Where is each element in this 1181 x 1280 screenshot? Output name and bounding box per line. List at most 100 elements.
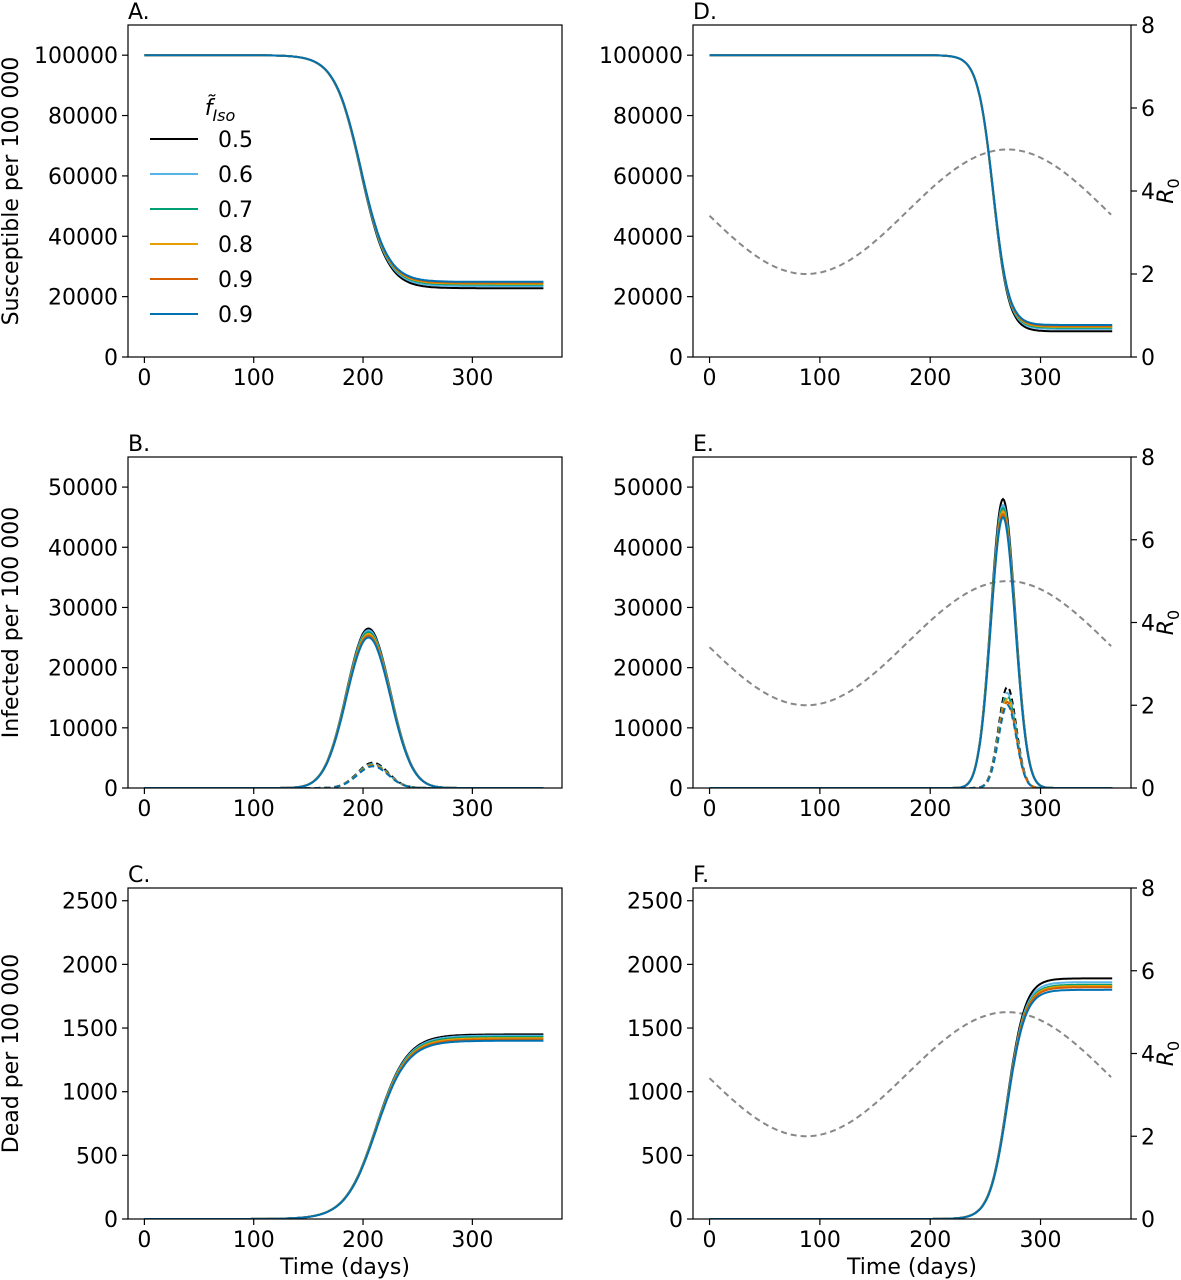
plot-area bbox=[708, 497, 1113, 788]
x-tick-label: 200 bbox=[909, 366, 951, 391]
x-tick-label: 200 bbox=[909, 797, 951, 822]
x-tick-label: 0 bbox=[703, 366, 717, 391]
y-tick-label: 50000 bbox=[48, 476, 118, 501]
x-tick-label: 100 bbox=[233, 1228, 275, 1253]
y2-tick-label: 4 bbox=[1141, 180, 1155, 205]
panel-E: 0 100 200 300 0 10000 20000 30000 40000 50000 0 2 4 6… bbox=[613, 432, 1181, 822]
series-1 bbox=[709, 54, 1113, 330]
y-tick-label: 50000 bbox=[613, 476, 683, 501]
y-tick-label: 40000 bbox=[48, 536, 118, 561]
x-tick-label: 300 bbox=[1020, 366, 1062, 391]
y-tick-label: 40000 bbox=[613, 225, 683, 250]
y-tick-label: 60000 bbox=[613, 165, 683, 190]
x-tick-label: 0 bbox=[703, 1228, 717, 1253]
panel-label: A. bbox=[128, 0, 150, 25]
series-0 bbox=[144, 54, 544, 290]
series-4 bbox=[709, 986, 1113, 1219]
y2-axis-label: R0 bbox=[1154, 1041, 1181, 1066]
legend-label: 0.9 bbox=[218, 303, 253, 328]
panel-F: 0 100 200 300 0 500 1000 1500 2000 2500 0 2 4 6 8 R0 F. T… bbox=[627, 863, 1181, 1280]
y2-axis-label: R0 bbox=[1154, 178, 1181, 203]
y-tick-label: 500 bbox=[641, 1144, 683, 1169]
series-dashed-3 bbox=[709, 697, 1113, 788]
series-3 bbox=[709, 509, 1113, 788]
axes-frame bbox=[692, 24, 1132, 358]
series-dashed-0 bbox=[709, 685, 1113, 788]
axes-frame bbox=[692, 887, 1132, 1220]
y-tick-label: 1000 bbox=[627, 1081, 683, 1106]
series-2 bbox=[709, 506, 1113, 788]
series-dashed-4 bbox=[144, 764, 544, 788]
y2-tick-label: 4 bbox=[1141, 1043, 1155, 1068]
y-tick-label: 1500 bbox=[62, 1017, 118, 1042]
y-tick-label: 30000 bbox=[613, 596, 683, 621]
y-axis-label: Dead per 100 000 bbox=[0, 954, 24, 1153]
legend: f̃Iso 0.5 0.6 0.7 0.8 0.9 0.9 bbox=[150, 95, 253, 328]
series-5 bbox=[709, 515, 1113, 788]
y-tick-label: 500 bbox=[76, 1144, 118, 1169]
series-1 bbox=[709, 503, 1113, 788]
y-tick-label: 2500 bbox=[62, 890, 118, 915]
x-tick-label: 300 bbox=[1020, 797, 1062, 822]
series-2 bbox=[709, 983, 1113, 1219]
x-tick-label: 300 bbox=[451, 797, 493, 822]
series-5 bbox=[144, 54, 544, 283]
plot-area bbox=[144, 54, 544, 290]
series-0 bbox=[709, 497, 1113, 788]
y2-tick-label: 6 bbox=[1141, 97, 1155, 122]
y-tick-label: 100000 bbox=[34, 44, 118, 69]
r0-curve bbox=[708, 580, 1112, 707]
y-tick-label: 10000 bbox=[613, 717, 683, 742]
axes-frame bbox=[127, 24, 563, 358]
y2-tick-label: 2 bbox=[1141, 263, 1155, 288]
y2-tick-label: 8 bbox=[1141, 14, 1155, 39]
x-axis-label: Time (days) bbox=[846, 1255, 977, 1280]
series-dashed-1 bbox=[709, 691, 1113, 788]
y-tick-label: 20000 bbox=[48, 286, 118, 311]
legend-label: 0.7 bbox=[218, 198, 253, 223]
y-tick-label: 0 bbox=[104, 1208, 118, 1233]
series-1 bbox=[144, 54, 544, 288]
x-tick-label: 300 bbox=[451, 1228, 493, 1253]
y-tick-label: 80000 bbox=[613, 105, 683, 130]
x-tick-label: 200 bbox=[342, 797, 384, 822]
x-tick-label: 100 bbox=[799, 797, 841, 822]
y-tick-label: 0 bbox=[104, 346, 118, 371]
y-tick-label: 0 bbox=[669, 777, 683, 802]
series-3 bbox=[144, 1037, 544, 1219]
y-tick-label: 60000 bbox=[48, 165, 118, 190]
panel-B: 0 100 200 300 0 10000 20000 30000 40000 50000 B. In… bbox=[0, 432, 563, 822]
series-2 bbox=[144, 1036, 544, 1219]
x-tick-label: 100 bbox=[799, 1228, 841, 1253]
series-dashed-2 bbox=[144, 763, 544, 788]
y2-tick-label: 2 bbox=[1141, 1125, 1155, 1150]
series-dashed-4 bbox=[709, 700, 1113, 788]
legend-label: 0.6 bbox=[218, 163, 253, 188]
plot-area bbox=[144, 627, 544, 788]
y-tick-label: 1500 bbox=[627, 1017, 683, 1042]
legend-label: 0.5 bbox=[218, 128, 253, 153]
y-tick-label: 0 bbox=[104, 777, 118, 802]
series-dashed-5 bbox=[144, 765, 544, 788]
y-axis-label: Infected per 100 000 bbox=[0, 507, 24, 738]
r0-curve bbox=[708, 1011, 1112, 1138]
r0-curve bbox=[708, 148, 1112, 275]
x-tick-label: 0 bbox=[137, 797, 151, 822]
panel-label: F. bbox=[693, 863, 709, 888]
y-tick-label: 40000 bbox=[613, 536, 683, 561]
x-tick-label: 100 bbox=[233, 797, 275, 822]
series-5 bbox=[709, 988, 1113, 1219]
panel-A: 0 100 200 300 0 20000 40000 60000 80000 100000 A. S… bbox=[0, 0, 563, 391]
y2-tick-label: 0 bbox=[1141, 346, 1155, 371]
legend-label: 0.8 bbox=[218, 233, 253, 258]
series-5 bbox=[709, 54, 1113, 326]
series-2 bbox=[144, 54, 544, 286]
x-tick-label: 0 bbox=[137, 366, 151, 391]
y2-tick-label: 2 bbox=[1141, 694, 1155, 719]
y2-tick-label: 6 bbox=[1141, 960, 1155, 985]
series-1 bbox=[709, 981, 1113, 1219]
y-tick-label: 20000 bbox=[613, 657, 683, 682]
y2-tick-label: 4 bbox=[1141, 612, 1155, 637]
y-tick-label: 1000 bbox=[62, 1081, 118, 1106]
